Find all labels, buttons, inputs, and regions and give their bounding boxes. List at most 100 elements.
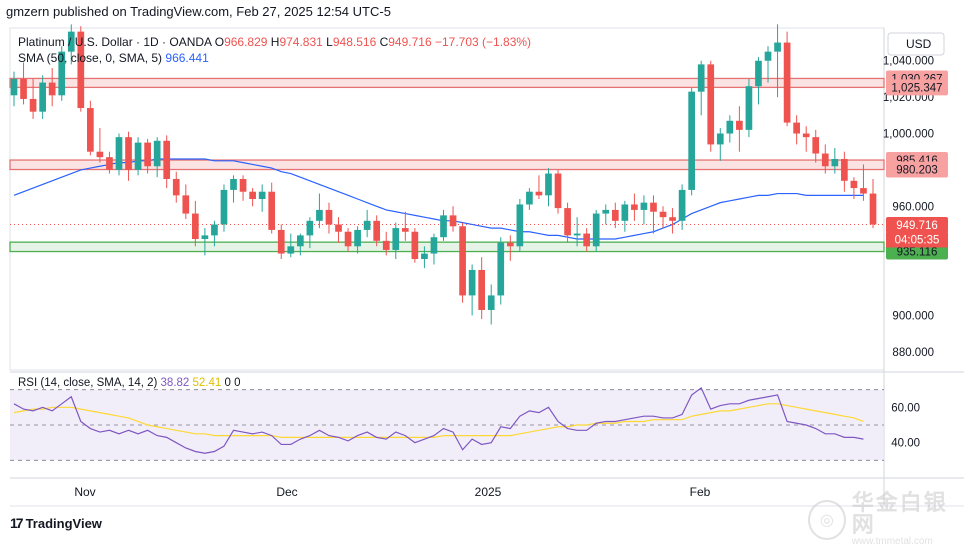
candle-body[interactable] xyxy=(736,120,743,130)
candle-body[interactable] xyxy=(526,191,533,205)
candle-body[interactable] xyxy=(707,64,715,145)
candle-body[interactable] xyxy=(468,269,476,296)
candle-body[interactable] xyxy=(554,173,562,209)
candle-body[interactable] xyxy=(793,122,800,134)
candle-body[interactable] xyxy=(58,51,66,96)
candle-body[interactable] xyxy=(430,237,438,254)
rsi-legend[interactable]: RSI (14, close, SMA, 14, 2) 38.82 52.41 … xyxy=(18,377,241,389)
candle-body[interactable] xyxy=(650,202,657,212)
candle-body[interactable] xyxy=(764,51,772,61)
candle-body[interactable] xyxy=(306,220,314,236)
candle-body[interactable] xyxy=(401,228,409,232)
candle-body[interactable] xyxy=(249,191,256,199)
candle-body[interactable] xyxy=(774,42,781,52)
candle-body[interactable] xyxy=(115,137,123,170)
candle-body[interactable] xyxy=(583,233,591,247)
candle-body[interactable] xyxy=(669,217,676,221)
candle-body[interactable] xyxy=(163,140,171,179)
candle-body[interactable] xyxy=(182,195,190,214)
sma-legend[interactable]: SMA (50, close, 0, SMA, 5) 966.441 xyxy=(18,51,209,65)
candle-body[interactable] xyxy=(459,226,466,296)
countdown-tag xyxy=(886,232,948,248)
candle-body[interactable] xyxy=(20,78,27,99)
candle-body[interactable] xyxy=(506,242,514,247)
candle-body[interactable] xyxy=(602,209,610,214)
candle-body[interactable] xyxy=(354,229,361,247)
candle-body[interactable] xyxy=(659,211,667,218)
candle-body[interactable] xyxy=(535,191,543,196)
candle-body[interactable] xyxy=(77,31,85,109)
candle-body[interactable] xyxy=(697,64,705,92)
candle-body[interactable] xyxy=(382,240,390,250)
candle-body[interactable] xyxy=(831,158,839,167)
candle-body[interactable] xyxy=(497,242,505,296)
candle-body[interactable] xyxy=(716,133,724,145)
candle-body[interactable] xyxy=(783,42,791,123)
candle-body[interactable] xyxy=(172,178,180,196)
candle-body[interactable] xyxy=(268,191,276,230)
candle-body[interactable] xyxy=(440,215,447,238)
candle-body[interactable] xyxy=(29,98,37,112)
candle-body[interactable] xyxy=(211,224,218,236)
candle-body[interactable] xyxy=(745,86,753,130)
candle-body[interactable] xyxy=(48,82,56,96)
currency-button[interactable] xyxy=(887,32,945,56)
candle-body[interactable] xyxy=(678,189,686,221)
candle-body[interactable] xyxy=(850,180,858,189)
candle-body[interactable] xyxy=(106,157,113,170)
candle-body[interactable] xyxy=(153,140,161,167)
candle-body[interactable] xyxy=(631,204,638,210)
candle-body[interactable] xyxy=(621,204,629,221)
candle-body[interactable] xyxy=(373,220,381,241)
symbol-legend[interactable]: Platinum / U.S. Dollar · 1D · OANDA O966… xyxy=(18,35,531,49)
candle-body[interactable] xyxy=(545,173,552,196)
candle-body[interactable] xyxy=(688,91,695,190)
resistance-zone-0 xyxy=(9,77,885,89)
candle-body[interactable] xyxy=(869,193,877,225)
candle-body[interactable] xyxy=(564,208,571,236)
candle-body[interactable] xyxy=(296,235,304,247)
candle-body[interactable] xyxy=(39,82,46,112)
candle-body[interactable] xyxy=(821,153,829,167)
candle-body[interactable] xyxy=(277,229,285,254)
candle-body[interactable] xyxy=(144,142,151,167)
candle-body[interactable] xyxy=(10,78,18,96)
candle-body[interactable] xyxy=(726,120,734,134)
rsi-axis-tick-label: 40.00 xyxy=(891,438,920,450)
candle-body[interactable] xyxy=(344,231,352,247)
candle-body[interactable] xyxy=(316,209,323,221)
candle-body[interactable] xyxy=(421,253,428,260)
candle-body[interactable] xyxy=(611,209,619,221)
candle-body[interactable] xyxy=(325,209,333,225)
candle-body[interactable] xyxy=(860,188,867,194)
candle-body[interactable] xyxy=(363,220,371,230)
candle-body[interactable] xyxy=(392,228,400,250)
candle-body[interactable] xyxy=(841,158,848,181)
candle-body[interactable] xyxy=(802,133,810,138)
candle-body[interactable] xyxy=(755,60,762,87)
candle-body[interactable] xyxy=(478,269,486,310)
candle-body[interactable] xyxy=(640,202,648,210)
candle-body[interactable] xyxy=(516,204,524,247)
candle-body[interactable] xyxy=(812,137,820,154)
candle-body[interactable] xyxy=(335,224,342,232)
candle-body[interactable] xyxy=(487,295,495,310)
candle-body[interactable] xyxy=(592,213,600,247)
tradingview-footer-logo[interactable]: 17 TradingView xyxy=(10,515,102,531)
candle-body[interactable] xyxy=(258,191,266,199)
candle-body[interactable] xyxy=(201,235,209,240)
candle-body[interactable] xyxy=(239,178,247,192)
candle-body[interactable] xyxy=(573,233,581,236)
candle-body[interactable] xyxy=(449,215,457,227)
candle-body[interactable] xyxy=(192,213,199,240)
candle-body[interactable] xyxy=(96,151,104,158)
candle-body[interactable] xyxy=(230,178,237,190)
candle-body[interactable] xyxy=(411,231,419,260)
candle-body[interactable] xyxy=(287,246,295,254)
candle-body[interactable] xyxy=(134,142,142,170)
candle-body[interactable] xyxy=(125,137,132,170)
candle-body[interactable] xyxy=(220,189,228,225)
candle-body[interactable] xyxy=(67,31,75,52)
candle-body[interactable] xyxy=(87,108,94,152)
